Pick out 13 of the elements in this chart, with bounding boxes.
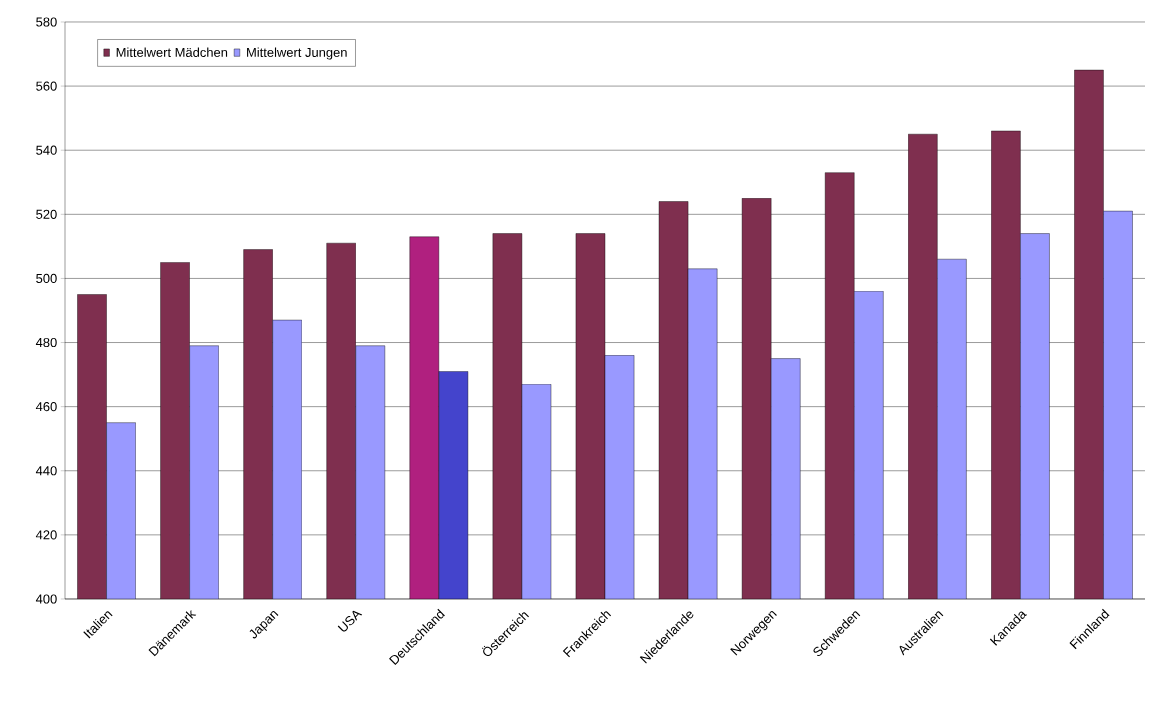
- y-tick-label: 500: [36, 273, 57, 284]
- y-tick-label: 580: [36, 17, 57, 27]
- x-tick-label: USA: [337, 610, 363, 632]
- y-tick-label: 440: [35, 466, 57, 476]
- y-tick-label: 540: [36, 145, 57, 155]
- legend-label: Mittelwert Jungen: [247, 47, 347, 60]
- y-tick-label: 480: [35, 337, 57, 348]
- y-tick-label: 460: [35, 402, 57, 412]
- y-tick-label: 560: [36, 81, 57, 91]
- y-tick-label: 520: [36, 209, 57, 219]
- y-tick-label: 400: [35, 594, 57, 604]
- legend-label: Mittelwert Mädchen: [116, 47, 228, 57]
- y-tick-label: 420: [35, 530, 57, 540]
